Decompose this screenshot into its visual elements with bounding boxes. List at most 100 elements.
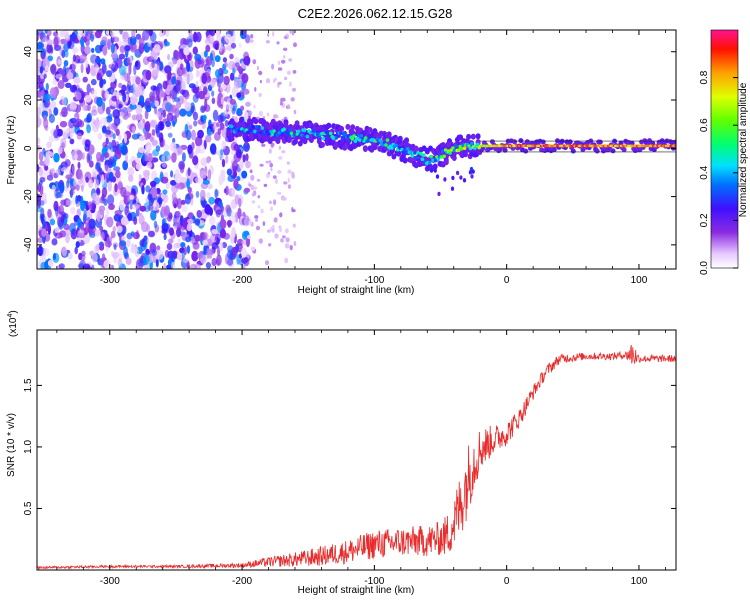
noise-cell [190,102,195,113]
noise-cell [190,263,197,269]
signal-core [247,125,251,129]
noise-cell [168,238,174,244]
noise-cell [105,137,109,145]
signal-halo [470,133,476,140]
noise-cell [151,59,155,69]
noise-cell [139,205,147,212]
noise-cell [170,179,177,186]
sparse-noise-cell [258,238,263,244]
signal-halo [342,144,348,151]
noise-cell [131,133,140,140]
noise-cell [104,90,110,100]
sparse-noise-cell [281,150,286,154]
sparse-noise-cell [259,80,262,84]
noise-cell [131,126,136,134]
noise-cell [54,227,59,234]
noise-cell [218,41,223,53]
sparse-noise-cell [276,41,280,45]
spectrogram-ytick-label: 40 [23,46,34,58]
signal-core [406,147,410,151]
noise-cell [96,211,101,222]
colorbar-tick-label: 0.8 [699,70,710,84]
noise-cell [233,143,240,151]
noise-cell [238,197,242,208]
noise-cell [68,118,75,129]
noise-cell [246,236,251,247]
noise-cell [206,183,213,190]
noise-cell [37,137,41,145]
noise-cell [135,61,139,67]
noise-cell [116,90,120,101]
spectrogram-frame [36,29,677,270]
noise-cell [180,204,188,212]
noise-cell [72,165,75,174]
noise-cell [164,41,170,47]
noise-cell [214,188,218,199]
noise-cell [151,69,159,77]
noise-cell [111,31,115,38]
noise-cell [80,184,84,192]
signal-core [394,143,399,148]
signal-core [414,155,419,160]
sparse-noise-cell [287,104,290,109]
noise-cell [236,92,242,98]
noise-cell [146,144,152,152]
noise-cell [194,176,203,184]
noise-cell [182,258,189,264]
sparse-noise-cell [257,205,261,209]
noise-cell [212,109,219,122]
noise-cell [65,174,73,180]
noise-cell [108,203,115,210]
noise-cell [88,218,96,230]
sparse-noise-cell [254,215,259,219]
noise-cell [90,33,95,42]
noise-cell [146,161,153,169]
noise-cell [207,169,212,181]
noise-cell [158,132,164,143]
noise-cell [138,37,145,48]
signal-halo [502,147,508,153]
noise-cell [50,100,57,109]
signal-core [259,130,263,135]
noise-cell [211,90,215,97]
sparse-noise-cell [293,42,297,48]
sparse-noise-cell [287,177,290,183]
noise-cell [83,209,87,221]
noise-cell [184,91,190,100]
colorbar-tick-label: 0.6 [699,118,710,132]
noise-cell [120,216,129,226]
noise-cell [103,116,107,126]
noise-cell [112,226,117,233]
noise-cell [85,266,93,269]
noise-cell [47,259,54,267]
noise-cell [158,61,164,71]
sparse-noise-cell [268,160,272,164]
noise-cell [81,250,86,257]
signal-halo [650,140,656,146]
noise-cell [147,193,153,201]
signal-core [229,124,234,129]
noise-cell [202,114,207,121]
signal-core [470,141,474,146]
signal-stray [437,191,441,197]
noise-cell [101,187,108,198]
noise-cell [37,182,41,193]
noise-cell [113,166,121,172]
noise-cell [101,89,105,98]
noise-cell [67,252,73,260]
noise-cell [160,176,169,184]
noise-cell [127,212,133,222]
signal-halo [229,135,235,142]
sparse-noise-cell [267,112,270,117]
sparse-noise-cell [267,32,270,37]
noise-cell [200,189,206,201]
sparse-noise-cell [255,218,258,222]
spectrogram-ytick-label: -20 [23,189,34,204]
noise-cell [227,220,232,228]
noise-cell [191,250,199,262]
noise-cell [223,110,229,117]
noise-cell [220,96,225,105]
signal-halo [518,138,524,144]
signal-stray [470,174,474,179]
